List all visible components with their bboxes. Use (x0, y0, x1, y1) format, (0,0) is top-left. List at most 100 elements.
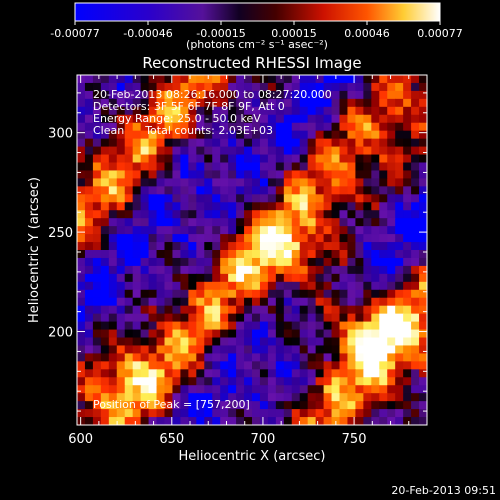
heatmap-cell (244, 273, 253, 283)
heatmap-cell (355, 130, 364, 140)
heatmap-cell (116, 178, 126, 187)
heatmap-cell (116, 130, 126, 140)
heatmap-cell (188, 242, 197, 251)
heatmap-cell (188, 329, 197, 339)
heatmap-cell (100, 321, 110, 331)
heatmap-cell (291, 210, 301, 219)
heatmap-cell (363, 273, 372, 283)
heatmap-cell (291, 90, 301, 100)
heatmap-cell (379, 98, 388, 108)
heatmap-cell (371, 393, 380, 402)
heatmap-cell (244, 242, 253, 251)
heatmap-cell (92, 226, 102, 235)
heatmap-cell (92, 281, 102, 291)
heatmap-cell (212, 401, 221, 410)
heatmap-cell (156, 114, 166, 124)
heatmap-cell (196, 82, 205, 92)
heatmap-cell (403, 75, 412, 84)
heatmap-cell (244, 385, 253, 394)
heatmap-cell (132, 194, 142, 203)
heatmap-cell (156, 178, 166, 187)
heatmap-cell (307, 281, 317, 291)
heatmap-cell (299, 305, 309, 315)
heatmap-cell (291, 385, 301, 394)
heatmap-cell (252, 329, 261, 339)
heatmap-cell (236, 337, 245, 347)
heatmap-cell (180, 289, 189, 299)
heatmap-cell (363, 210, 372, 219)
heatmap-cell (172, 329, 181, 339)
heatmap-cell (371, 154, 380, 164)
heatmap-cell (395, 170, 404, 179)
heatmap-cell (196, 90, 205, 100)
heatmap-cell (331, 242, 341, 251)
heatmap-cell (84, 345, 94, 354)
heatmap-cell (339, 417, 349, 425)
heatmap-cell (315, 226, 325, 235)
heatmap-cell (100, 337, 110, 347)
heatmap-cell (259, 361, 269, 370)
heatmap-cell (403, 178, 412, 187)
heatmap-cell (180, 75, 189, 84)
heatmap-cell (100, 234, 110, 243)
heatmap-cell (228, 385, 237, 394)
heatmap-cell (283, 210, 293, 219)
heatmap-cell (419, 385, 427, 394)
heatmap-cell (347, 289, 356, 299)
heatmap-cell (379, 194, 388, 203)
heatmap-cell (291, 393, 301, 402)
heatmap-cell (395, 417, 404, 425)
heatmap-cell (395, 273, 404, 283)
heatmap-cell (395, 401, 404, 410)
heatmap-cell (140, 281, 150, 291)
heatmap-cell (244, 281, 253, 291)
heatmap-cell (267, 361, 277, 370)
heatmap-cell (252, 361, 261, 370)
heatmap-cell (204, 226, 213, 235)
heatmap-cell (371, 138, 380, 148)
heatmap-cell (363, 170, 372, 179)
heatmap-cell (220, 369, 229, 378)
heatmap-cell (180, 202, 189, 211)
heatmap-cell (124, 250, 134, 259)
heatmap-cell (164, 393, 174, 402)
heatmap-cell (275, 313, 285, 323)
heatmap-cell (283, 329, 293, 339)
heatmap-cell (252, 250, 261, 259)
heatmap-cell (275, 194, 285, 203)
heatmap-cell (291, 361, 301, 370)
heatmap-cell (164, 409, 174, 418)
heatmap-cell (299, 90, 309, 100)
heatmap-cell (395, 385, 404, 394)
heatmap-cell (291, 162, 301, 172)
heatmap-cell (371, 305, 380, 315)
heatmap-cell (323, 178, 333, 187)
heatmap-cell (267, 250, 277, 259)
heatmap-cell (108, 154, 118, 164)
heatmap-cell (188, 369, 197, 378)
heatmap-cell (156, 154, 166, 164)
heatmap-cell (196, 194, 205, 203)
heatmap-cell (220, 297, 229, 307)
heatmap-cell (196, 313, 205, 323)
heatmap-cell (395, 226, 404, 235)
heatmap-cell (387, 297, 396, 307)
heatmap-cell (108, 361, 118, 370)
heatmap-cell (363, 154, 372, 164)
heatmap-cell (220, 194, 229, 203)
heatmap-cell (204, 194, 213, 203)
heatmap-cell (275, 122, 285, 132)
heatmap-cell (275, 369, 285, 378)
heatmap-cell (411, 265, 420, 275)
heatmap-cell (395, 106, 404, 116)
heatmap-cell (156, 353, 166, 362)
heatmap-cell (395, 281, 404, 291)
heatmap-cell (403, 98, 412, 108)
heatmap-cell (244, 98, 253, 108)
heatmap-cell (379, 361, 388, 370)
heatmap-cell (172, 194, 181, 203)
heatmap-cell (315, 130, 325, 140)
heatmap-cell (355, 138, 364, 148)
heatmap-cell (363, 250, 372, 259)
heatmap-cell (252, 313, 261, 323)
